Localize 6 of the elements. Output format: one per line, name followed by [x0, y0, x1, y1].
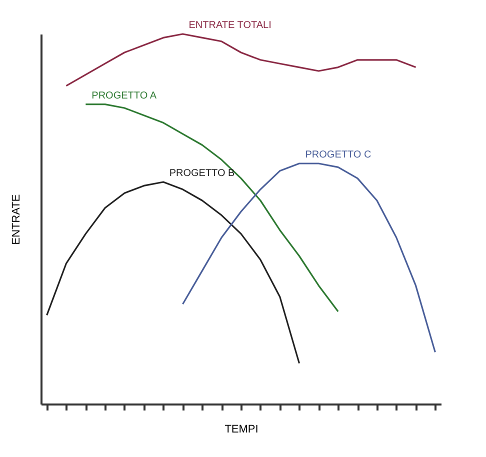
series-label: ENTRATE TOTALI [188, 20, 272, 31]
y-axis-title: ENTRATE [10, 194, 22, 245]
series-label: PROGETTO A [92, 90, 157, 102]
series-label: PROGETTO C [305, 150, 372, 160]
series-label: PROGETTO B [169, 168, 236, 179]
x-axis-title: TEMPI [224, 424, 258, 436]
